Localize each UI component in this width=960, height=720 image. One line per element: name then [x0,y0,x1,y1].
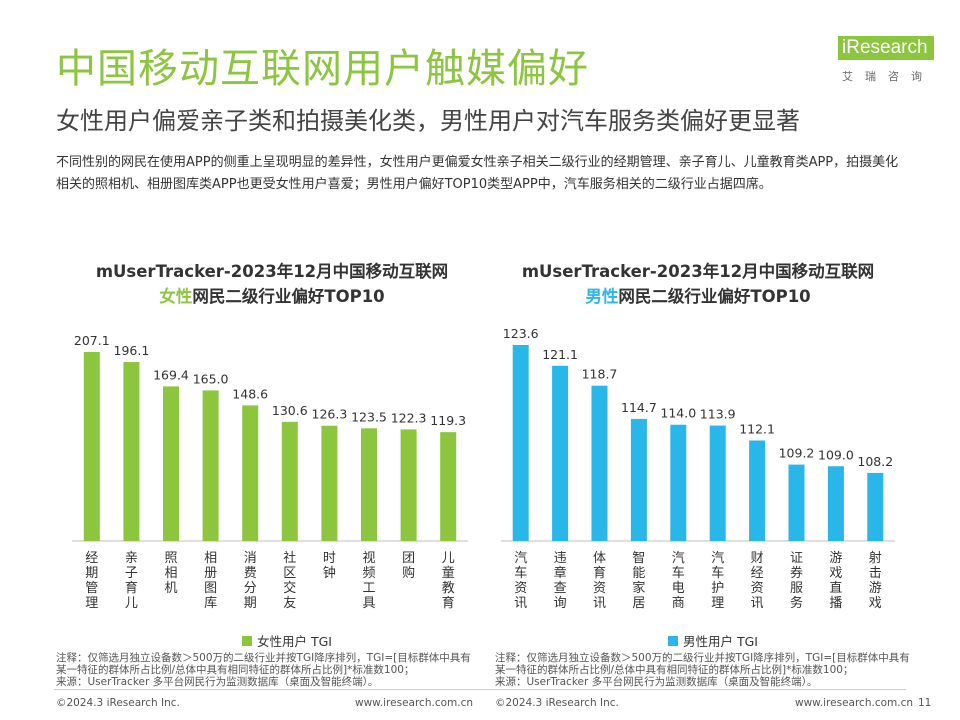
female-legend-label: 女性用户 TGI [257,634,332,649]
female-bar [281,421,298,541]
female-legend: 女性用户 TGI [242,631,332,650]
male-category-label: 汽车护理 [711,551,724,611]
female-chart-title-line1: mUserTracker-2023年12月中国移动互联网 [95,262,449,281]
footer-divider [54,689,906,690]
female-chart-title: mUserTracker-2023年12月中国移动互联网 女性网民二级行业偏好T… [52,259,492,309]
male-value-label: 109.0 [818,447,854,462]
female-value-label: 169.4 [153,367,189,382]
male-value-label: 108.2 [857,454,893,469]
male-bar [788,464,805,541]
male-category-label: 汽车电商 [672,551,685,611]
male-value-label: 123.6 [503,326,539,341]
female-value-label: 165.0 [193,371,229,386]
female-category-label: 经期管理 [85,551,98,611]
logo-chinese-name: 艾瑞咨询 [842,70,934,83]
female-bar [361,428,377,541]
female-value-label: 126.3 [312,407,348,422]
footer-copyright-left: ©2024.3 iResearch Inc. [56,697,180,709]
female-value-label: 119.3 [430,413,466,428]
male-value-label: 112.1 [739,422,775,437]
female-bar [440,432,457,541]
male-value-label: 118.7 [582,367,618,382]
male-value-label: 121.1 [542,347,578,362]
male-category-label: 违章查询 [554,551,567,611]
female-value-label: 148.6 [232,386,268,401]
male-chart-title-line2: 男性网民二级行业偏好TOP10 [478,284,918,309]
male-category-label: 证券服务 [790,551,803,611]
male-legend-label: 男性用户 TGI [683,634,758,649]
male-chart-title-line1: mUserTracker-2023年12月中国移动互联网 [521,262,875,281]
male-bar [552,365,569,541]
male-value-label: 113.9 [700,407,736,422]
male-bar [867,472,884,541]
female-category-label: 视频工具 [362,551,375,611]
page-number: 11 [918,697,932,709]
male-bar [749,440,766,541]
male-bar [591,385,608,541]
male-chart-title: mUserTracker-2023年12月中国移动互联网 男性网民二级行业偏好T… [478,259,918,309]
female-value-label: 123.5 [351,409,387,424]
female-bar [163,386,179,541]
male-category-label: 智能家居 [632,551,645,611]
male-bar [827,466,844,541]
male-title-rest: 网民二级行业偏好TOP10 [618,287,811,306]
male-value-label: 114.0 [660,406,696,421]
female-chart-note: 注释：仅筛选月独立设备数＞500万的二级行业并按TGI降序排列，TGI=[目标群… [56,652,471,688]
female-bar [123,362,140,541]
female-value-label: 122.3 [391,410,427,425]
female-category-label: 亲子育儿 [125,551,138,611]
female-category-label: 社区交友 [283,550,296,611]
female-bar [321,425,338,541]
page-title: 中国移动互联网用户触媒偏好 [56,46,589,92]
female-value-label: 196.1 [114,343,150,358]
male-legend: 男性用户 TGI [668,631,758,650]
male-category-label: 体育资讯 [593,551,606,611]
footer-url-right[interactable]: www.iresearch.com.cn [795,697,914,709]
female-highlight: 女性 [159,287,193,306]
intro-paragraph: 不同性别的网民在使用APP的侧重上呈现明显的差异性，女性用户更偏爱女性亲子相关二… [56,155,899,192]
male-bar [630,418,647,541]
male-category-label: 汽车资讯 [514,551,527,611]
male-bar [709,425,726,541]
male-value-label: 114.7 [621,400,657,415]
female-category-label: 团购 [402,551,415,581]
page-subtitle: 女性用户偏爱亲子类和拍摄美化类，男性用户对汽车服务类偏好更显著 [56,107,800,135]
male-category-label: 射击游戏 [869,550,882,611]
female-chart-title-line2: 女性网民二级行业偏好TOP10 [52,284,492,309]
female-title-rest: 网民二级行业偏好TOP10 [192,287,385,306]
female-bar [202,390,219,541]
male-highlight: 男性 [585,287,619,306]
female-bar [242,405,259,541]
male-category-label: 财经资讯 [751,551,764,611]
female-bar [400,429,417,541]
male-bar [670,424,687,541]
iresearch-logo: iResearch 艾瑞咨询 [826,30,934,86]
male-bar [512,345,529,541]
logo-wordmark: iResearch [838,36,934,60]
male-value-label: 109.2 [779,446,815,461]
female-value-label: 130.6 [272,403,308,418]
male-legend-swatch [668,635,678,646]
male-category-label: 游戏直播 [829,551,842,611]
female-category-label: 照相机 [164,551,177,596]
female-legend-swatch [242,635,252,646]
male-chart-note: 注释：仅筛选月独立设备数＞500万的二级行业并按TGI降序排列，TGI=[目标群… [495,652,910,688]
female-bar [83,352,100,541]
female-category-label: 儿童教育 [442,551,455,611]
female-category-label: 消费分期 [244,551,257,611]
female-value-label: 207.1 [74,333,110,348]
female-category-label: 相册图库 [204,551,217,611]
female-category-label: 时钟 [323,551,336,581]
footer-url-left[interactable]: www.iresearch.com.cn [355,697,474,709]
footer-copyright-right: ©2024.3 iResearch Inc. [495,697,619,709]
